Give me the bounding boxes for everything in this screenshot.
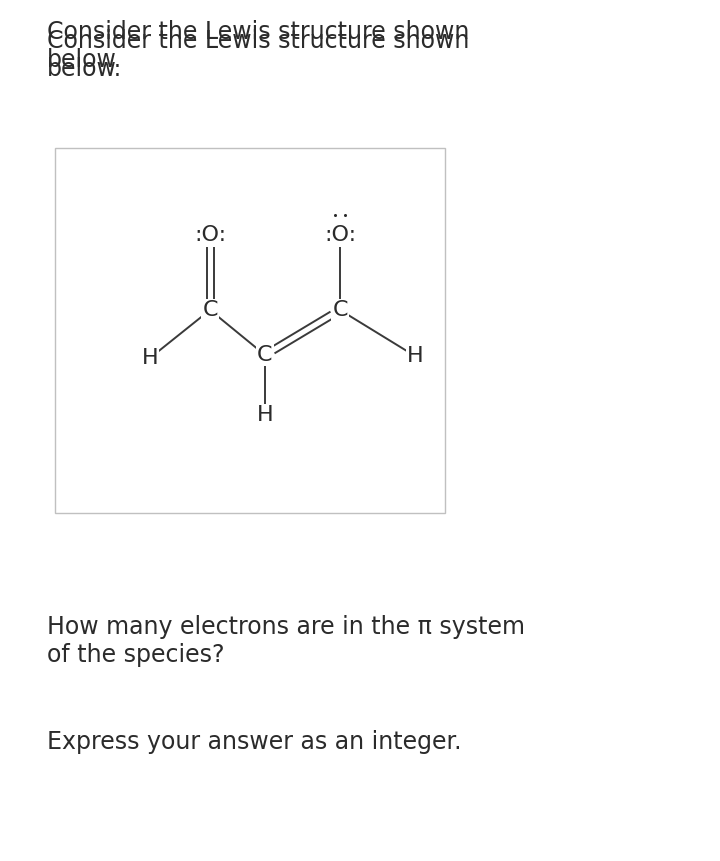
Text: C: C — [202, 300, 217, 320]
Text: H: H — [142, 348, 158, 368]
Text: C: C — [332, 300, 348, 320]
Text: H: H — [407, 346, 423, 366]
Text: Consider the Lewis structure shown
below.: Consider the Lewis structure shown below… — [47, 20, 469, 71]
Text: :O:: :O: — [324, 225, 356, 245]
Text: C: C — [257, 345, 273, 365]
Text: :O:: :O: — [194, 225, 226, 245]
Text: Consider the Lewis structure shown
below.: Consider the Lewis structure shown below… — [47, 29, 469, 81]
Text: Express your answer as an integer.: Express your answer as an integer. — [47, 730, 462, 754]
Bar — [55, 148, 445, 513]
Text: How many electrons are in the π system
of the species?: How many electrons are in the π system o… — [47, 615, 525, 666]
Text: H: H — [257, 405, 274, 425]
